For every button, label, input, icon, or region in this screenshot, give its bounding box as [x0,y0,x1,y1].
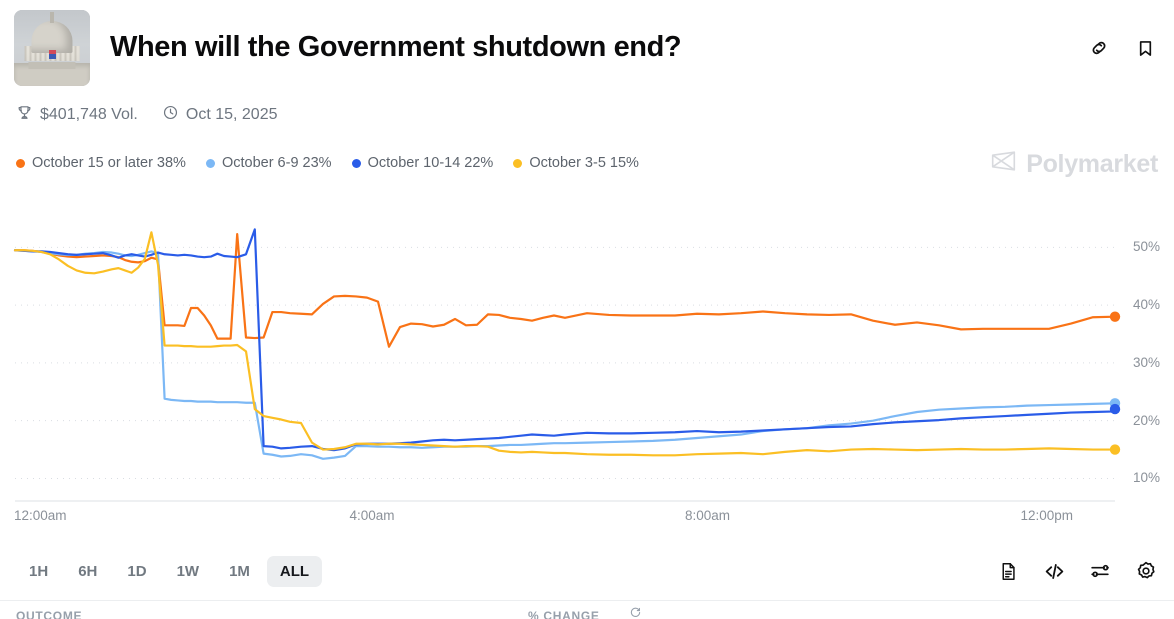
column-header-change: % CHANGE [528,609,600,619]
date-group: Oct 15, 2025 [162,104,278,126]
series-endpoint-2 [1109,403,1121,415]
volume-group: $401,748 Vol. [16,104,138,126]
legend-item-1[interactable]: October 6-9 23% [205,155,332,171]
series-line-3 [13,231,1117,457]
thumbnail-dome [31,20,73,53]
x-tick-label-0: 12:00am [14,508,67,523]
series-line-0 [13,232,1117,348]
range-button-1m[interactable]: 1M [216,556,263,587]
gear-icon[interactable] [1134,559,1158,583]
legend-color-dot [16,158,25,168]
x-tick-label-3: 12:00pm [1020,508,1074,523]
x-tick-label-1: 4:00am [349,508,395,523]
header-actions [1086,35,1158,61]
legend-item-2[interactable]: October 10-14 22% [351,155,494,171]
x-tick-label-2: 8:00am [685,508,731,523]
polymarket-watermark: Polymarket [990,150,1158,179]
legend-color-dot [351,158,361,168]
chart-tools [996,559,1158,583]
thumbnail-flag [48,49,56,59]
chart-toolbar: 1H 6H 1D 1W 1M ALL [0,548,1174,594]
market-thumbnail [14,10,90,86]
y-tick-label-4: 50% [1132,239,1160,255]
y-axis-labels: 10% 20% 30% 40% 50% [1112,222,1160,498]
legend-label: October 15 or later 38% [32,155,186,171]
legend-color-dot [205,158,215,168]
chart-legend: October 15 or later 38% October 6-9 23% Oc… [16,155,639,171]
price-chart[interactable]: 10% 20% 30% 40% 50% [0,222,1174,498]
range-button-1d[interactable]: 1D [114,556,159,587]
legend-label: October 10-14 22% [367,155,494,171]
market-header: When will the Government shutdown end? [0,0,1174,96]
range-button-1w[interactable]: 1W [164,556,213,587]
y-tick-label-1: 20% [1132,412,1160,428]
range-button-1h[interactable]: 1H [16,556,61,587]
bookmark-icon[interactable] [1132,35,1158,61]
legend-item-0[interactable]: October 15 or later 38% [16,155,186,171]
page-title: When will the Government shutdown end? [110,31,682,64]
y-tick-label-3: 40% [1132,297,1160,313]
market-meta: $401,748 Vol. Oct 15, 2025 [16,104,278,126]
date-value: Oct 15, 2025 [185,106,278,123]
series-line-1 [13,249,1117,460]
clock-icon [162,104,179,126]
code-icon[interactable] [1042,559,1066,583]
volume-value: $401,748 Vol. [40,106,138,123]
copy-link-icon[interactable] [1086,35,1112,61]
chart-canvas [13,228,1121,479]
trophy-icon [16,104,33,126]
legend-item-3[interactable]: October 3-5 15% [513,155,639,171]
outcomes-table-header: OUTCOME % CHANGE [0,600,1174,619]
legend-label: October 3-5 15% [529,155,639,171]
refresh-icon[interactable] [630,607,641,619]
legend-label: October 6-9 23% [221,155,332,171]
column-header-outcome: OUTCOME [16,609,83,619]
thumbnail-spire [50,12,54,23]
range-button-6h[interactable]: 6H [65,556,110,587]
series-endpoint-3 [1109,444,1121,455]
y-tick-label-0: 10% [1132,470,1160,486]
x-axis-line [15,500,1115,502]
watermark-text: Polymarket [1026,150,1158,178]
x-axis: 12:00am 4:00am 8:00am 12:00pm [0,500,1174,534]
thumbnail-pediment [28,61,76,70]
polymarket-logo-icon [990,150,1017,179]
range-button-all[interactable]: ALL [266,555,323,587]
series-line-2 [13,228,1117,452]
time-range-selector: 1H 6H 1D 1W 1M ALL [16,555,323,587]
legend-color-dot [513,158,523,168]
y-tick-label-2: 30% [1132,354,1160,370]
sliders-icon[interactable] [1088,559,1112,583]
series-endpoint-0 [1109,311,1121,322]
document-icon[interactable] [996,559,1020,583]
